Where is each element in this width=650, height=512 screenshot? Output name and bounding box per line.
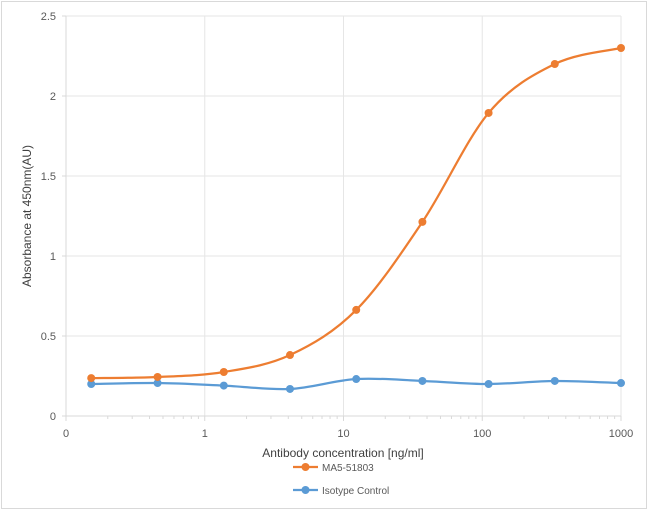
legend-marker-icon bbox=[301, 463, 310, 471]
x-axis-ticks: 0 1 10 100 1000 bbox=[63, 428, 633, 440]
legend-item: MA5-51803 bbox=[293, 463, 374, 474]
data-point bbox=[418, 376, 427, 385]
legend: MA5-51803 Isotype Control bbox=[293, 463, 389, 497]
x-tick-label: 10 bbox=[337, 428, 349, 440]
y-tick-label: 0.5 bbox=[41, 331, 56, 343]
axes bbox=[62, 15, 622, 421]
y-tick-label: 1 bbox=[50, 251, 56, 263]
data-point bbox=[352, 375, 361, 384]
series-isotype-control bbox=[87, 375, 625, 393]
data-point bbox=[617, 379, 625, 388]
data-point bbox=[418, 217, 427, 226]
x-tick-label: 100 bbox=[473, 428, 491, 440]
legend-label: MA5-51803 bbox=[322, 463, 374, 474]
data-point bbox=[153, 379, 162, 388]
y-tick-label: 0 bbox=[50, 411, 56, 423]
data-point bbox=[617, 44, 625, 52]
data-point bbox=[285, 351, 294, 360]
x-tick-label: 0 bbox=[63, 428, 69, 440]
data-point bbox=[484, 380, 493, 388]
y-tick-label: 2 bbox=[50, 91, 56, 103]
legend-item: Isotype Control bbox=[293, 486, 389, 497]
data-point bbox=[87, 374, 96, 383]
legend-marker-icon bbox=[301, 486, 310, 494]
data-point bbox=[484, 108, 493, 117]
data-point bbox=[550, 376, 559, 385]
x-axis-title: Antibody concentration [ng/ml] bbox=[262, 446, 423, 460]
series-ma5-51803 bbox=[87, 44, 625, 383]
gridlines bbox=[66, 15, 622, 416]
data-point bbox=[219, 368, 228, 376]
data-point bbox=[153, 372, 162, 381]
y-tick-label: 1.5 bbox=[41, 171, 56, 183]
data-point bbox=[285, 384, 294, 393]
y-axis-title: Absorbance at 450nm(AU) bbox=[20, 145, 34, 287]
data-point bbox=[87, 380, 96, 388]
data-point bbox=[550, 60, 559, 68]
data-point bbox=[352, 305, 361, 314]
y-tick-label: 2.5 bbox=[41, 11, 56, 23]
x-tick-label: 1 bbox=[202, 428, 208, 440]
legend-label: Isotype Control bbox=[322, 486, 389, 497]
data-point bbox=[219, 381, 228, 390]
y-axis-ticks: 0 0.5 1 1.5 2 2.5 bbox=[41, 11, 56, 423]
data-series bbox=[87, 44, 625, 393]
x-tick-label: 1000 bbox=[609, 428, 633, 440]
